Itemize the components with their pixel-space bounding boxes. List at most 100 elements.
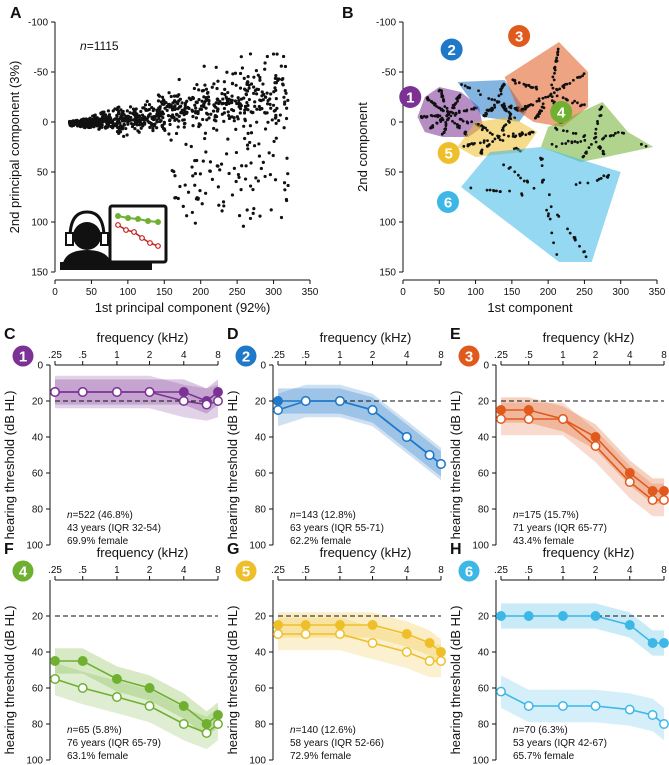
panel-letter: F	[4, 541, 14, 558]
cluster-6-point	[513, 170, 517, 174]
scatter-point	[242, 96, 246, 100]
scatter-point	[227, 171, 231, 176]
cluster-6-point	[597, 177, 601, 181]
scatter-point	[204, 191, 208, 195]
cluster-6-point	[495, 189, 498, 193]
worse-ear-point	[111, 692, 122, 702]
scatter-point	[194, 197, 199, 201]
scatter-point	[165, 108, 169, 112]
scatter-point	[187, 96, 191, 100]
scatter-point	[204, 96, 208, 100]
scatter-point	[183, 183, 187, 187]
scatter-point	[91, 114, 95, 118]
y-tick-label: 20	[32, 612, 44, 623]
scatter-point	[266, 98, 270, 103]
audiogram-red-dot	[139, 235, 145, 241]
panel-A: A 0 50 100 150 200 250 300 350 -100 -50 0 50 100 150 1s…	[7, 5, 319, 315]
cluster-5-point	[480, 128, 484, 132]
scatter-point	[268, 102, 272, 106]
cluster-3-point	[531, 103, 535, 107]
cluster-5-badge	[437, 142, 460, 164]
y-tick-label: -100	[28, 18, 48, 29]
cluster-4-point	[596, 120, 599, 123]
scatter-point	[236, 96, 240, 100]
scatter-point	[201, 117, 205, 122]
cluster-badge	[12, 345, 34, 367]
x-tick-label: 2	[593, 350, 599, 361]
worse-ear-band	[55, 662, 218, 750]
scatter-point	[193, 103, 197, 107]
scatter-point	[117, 118, 121, 122]
scatter-point	[129, 121, 133, 126]
scatter-point	[169, 94, 173, 99]
scatter-point	[224, 152, 229, 156]
audiogram-red-dot	[115, 222, 121, 228]
scatter-point	[168, 122, 172, 127]
better-ear-point	[523, 405, 534, 415]
scatter-point	[101, 113, 105, 117]
scatter-point	[212, 126, 216, 131]
y-axis-title: hearing threshold (dB HL)	[2, 391, 17, 540]
cluster-badge-label: 5	[242, 564, 250, 581]
x-tick-label: 4	[404, 350, 410, 361]
cluster-1-point	[433, 103, 437, 107]
scatter-point	[193, 183, 197, 187]
cluster-badge-label: 4	[19, 564, 28, 581]
scatter-point	[223, 87, 227, 91]
better-ear-band	[501, 603, 664, 656]
scatter-point	[144, 117, 148, 121]
cluster-4-point	[598, 147, 602, 151]
cluster-1-point	[454, 112, 458, 115]
y-tick-label: -50	[382, 68, 397, 79]
cluster-4-point	[573, 140, 577, 143]
cluster-6-point	[568, 231, 572, 235]
sample-size-label: n=143 (12.8%)	[290, 510, 356, 521]
cluster-5-point	[524, 133, 528, 137]
scatter-point	[195, 100, 199, 105]
cluster-3-point	[577, 75, 581, 79]
cluster-1-point	[438, 118, 442, 122]
scatter-point	[182, 113, 186, 117]
scatter-point	[197, 125, 201, 129]
scatter-point	[190, 210, 194, 215]
x-tick-label: .5	[525, 565, 534, 576]
better-ear-point	[273, 620, 283, 630]
female-percent-label: 62.2% female	[290, 536, 352, 547]
cluster-4-point	[601, 137, 604, 141]
cluster-5-point	[491, 140, 495, 143]
cluster-3-point	[517, 81, 521, 85]
cluster-4-point	[570, 141, 574, 145]
x-tick-label: 4	[627, 350, 633, 361]
worse-ear-point	[77, 683, 88, 693]
cluster-6-point	[540, 180, 544, 184]
cluster-3-point	[524, 105, 528, 108]
x-tick-label: 2	[370, 565, 376, 576]
cluster-5-point	[485, 128, 489, 132]
cluster-6-hull	[461, 147, 621, 262]
scatter-point	[118, 130, 123, 134]
cluster-4-point	[644, 144, 648, 148]
cluster-3-point	[541, 102, 545, 106]
scatter-point	[274, 73, 278, 78]
scatter-point	[119, 114, 123, 118]
scatter-point	[135, 116, 139, 120]
x-tick-label: 2	[147, 565, 153, 576]
scatter-point	[206, 95, 211, 99]
cluster-5-point	[482, 139, 486, 143]
x-tick-label: 300	[265, 287, 282, 298]
cluster-1-point	[465, 108, 469, 112]
scatter-point	[255, 87, 259, 91]
sample-size-italic: n	[80, 39, 87, 53]
scatter-point	[79, 123, 84, 127]
sample-size-value: =522 (46.8%)	[73, 510, 133, 521]
audiogram-green-dot	[115, 213, 121, 219]
scatter-point	[167, 132, 171, 136]
scatter-point	[83, 126, 87, 130]
cluster-5-badge-label: 5	[445, 146, 453, 163]
cluster-1-point	[429, 113, 433, 117]
scatter-point	[269, 106, 273, 110]
scatter-point	[160, 95, 165, 99]
scatter-point	[125, 133, 129, 137]
cluster-3-point	[573, 99, 577, 103]
